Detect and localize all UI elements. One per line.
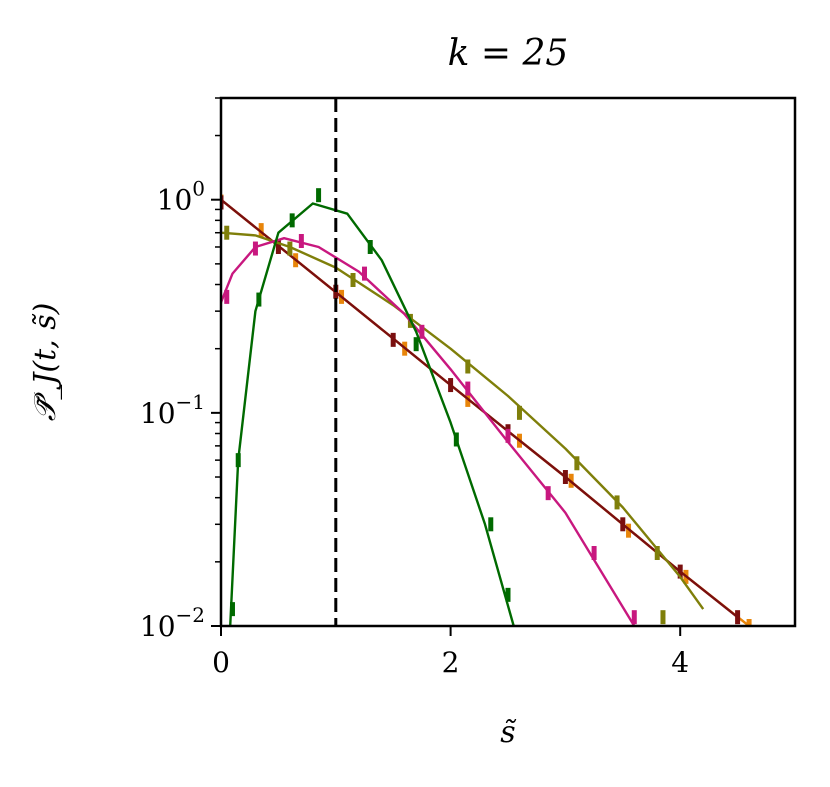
y-tick-label: 10−2 bbox=[140, 603, 205, 643]
series-line-2 bbox=[221, 231, 705, 610]
ticks-layer: 0 2 4 10−2 10−1 100 bbox=[140, 97, 689, 679]
y-tick-label: 10−1 bbox=[140, 390, 205, 430]
series-line-4 bbox=[229, 202, 515, 626]
series-line-3 bbox=[221, 236, 636, 626]
series-line-1 bbox=[221, 198, 739, 619]
y-axis-label: 𝒫̃_J(t, s̃) bbox=[28, 303, 63, 422]
x-axis-label: s̃ bbox=[500, 715, 517, 750]
chart-title: k = 25 bbox=[448, 33, 569, 74]
x-tick-label: 0 bbox=[212, 646, 230, 679]
x-tick-label: 2 bbox=[442, 646, 460, 679]
y-tick-label: 100 bbox=[157, 177, 205, 217]
series-layer bbox=[221, 188, 752, 626]
plot-frame bbox=[219, 96, 797, 628]
x-tick-label: 4 bbox=[671, 646, 689, 679]
